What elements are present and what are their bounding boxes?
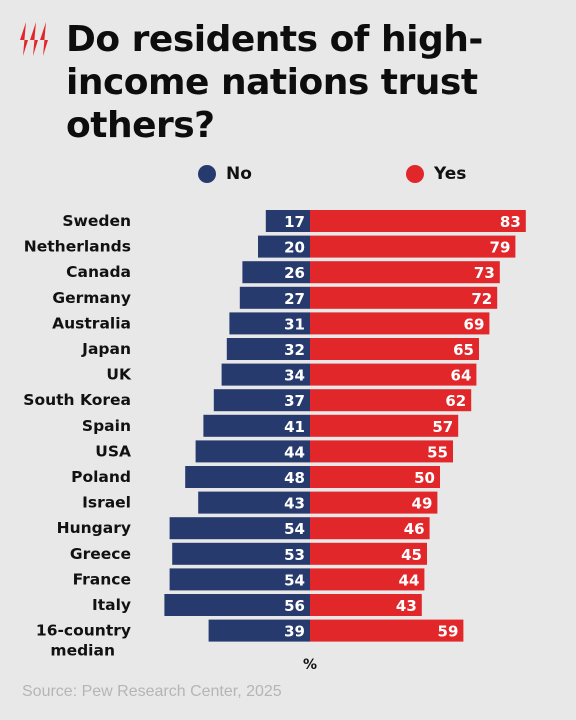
bar-yes	[310, 466, 440, 488]
value-label-no: 41	[284, 418, 305, 436]
category-label: Israel	[82, 494, 131, 512]
category-label: USA	[95, 442, 131, 460]
bar-yes	[310, 440, 453, 463]
value-label-yes: 79	[490, 239, 511, 257]
bar-no	[265, 210, 310, 232]
category-label: median	[50, 642, 115, 660]
value-label-yes: 59	[438, 623, 459, 641]
legend-yes-swatch	[406, 165, 424, 183]
bar-yes	[310, 619, 464, 642]
bar-no	[221, 363, 310, 386]
bar-yes	[310, 517, 430, 540]
category-label: South Korea	[23, 391, 131, 409]
value-label-yes: 64	[451, 367, 472, 385]
bar-yes	[310, 594, 422, 616]
category-label: Japan	[81, 340, 131, 358]
value-label-yes: 72	[471, 290, 492, 308]
bar-no	[198, 491, 310, 514]
category-label: Poland	[71, 468, 131, 486]
category-label: Hungary	[57, 519, 131, 537]
bar-no	[203, 414, 310, 437]
bar-yes	[310, 286, 498, 309]
value-label-no: 56	[284, 597, 305, 615]
category-label: 16-country	[36, 622, 131, 640]
bar-no	[226, 338, 310, 360]
bar-yes	[310, 491, 438, 514]
category-label: Canada	[66, 263, 131, 281]
value-label-yes: 69	[464, 315, 485, 333]
source-note: Source: Pew Research Center, 2025	[22, 683, 282, 700]
bar-no	[185, 466, 310, 488]
category-label: Greece	[70, 545, 131, 563]
legend-no: No	[198, 164, 252, 184]
value-label-no: 17	[284, 213, 305, 231]
value-label-no: 32	[284, 341, 305, 359]
category-label: Germany	[52, 289, 131, 307]
bar-yes	[310, 261, 500, 284]
value-label-no: 48	[284, 469, 305, 487]
category-label: Spain	[82, 417, 131, 435]
value-label-no: 53	[284, 546, 305, 564]
category-label: Italy	[92, 596, 131, 614]
bar-no	[229, 312, 310, 335]
value-label-yes: 43	[396, 597, 417, 615]
value-label-no: 31	[284, 315, 305, 333]
bar-no	[172, 542, 310, 565]
sbs-logo-icon	[20, 22, 48, 56]
bar-yes	[310, 235, 516, 258]
value-label-yes: 83	[500, 213, 521, 231]
chart-title: Do residents of high-income nations trus…	[66, 19, 483, 146]
bar-yes	[310, 210, 526, 232]
bar-yes	[310, 568, 425, 591]
category-label: France	[73, 570, 131, 588]
value-label-yes: 46	[404, 520, 425, 538]
legend-no-label: No	[226, 164, 252, 184]
value-label-no: 54	[284, 571, 305, 589]
value-label-yes: 55	[427, 443, 448, 461]
category-label: Sweden	[62, 212, 131, 230]
bar-yes	[310, 312, 490, 335]
x-axis-unit-label: %	[303, 657, 317, 673]
legend-no-swatch	[198, 165, 216, 183]
bar-no	[242, 261, 310, 284]
legend-yes: Yes	[406, 164, 466, 184]
bar-no	[195, 440, 310, 463]
value-label-yes: 57	[432, 418, 453, 436]
category-label: Australia	[52, 314, 131, 332]
bar-no	[208, 619, 310, 642]
value-label-no: 27	[284, 290, 305, 308]
bar-no	[213, 389, 310, 412]
bar-yes	[310, 542, 427, 565]
bar-no	[164, 594, 310, 616]
bar-yes	[310, 338, 479, 360]
value-label-no: 20	[284, 239, 305, 257]
value-label-no: 26	[284, 264, 305, 282]
bar-no	[258, 235, 310, 258]
value-label-yes: 62	[445, 392, 466, 410]
category-label: Netherlands	[24, 238, 131, 256]
value-label-yes: 49	[412, 495, 433, 513]
category-label: UK	[106, 366, 132, 384]
value-label-no: 54	[284, 520, 305, 538]
value-label-yes: 73	[474, 264, 495, 282]
legend-yes-label: Yes	[434, 164, 467, 184]
value-label-no: 34	[284, 367, 305, 385]
bar-no	[169, 517, 310, 540]
value-label-no: 43	[284, 495, 305, 513]
value-label-yes: 50	[414, 469, 435, 487]
bar-no	[239, 286, 310, 309]
value-label-yes: 44	[399, 571, 420, 589]
value-label-yes: 65	[453, 341, 474, 359]
bar-yes	[310, 363, 477, 386]
bar-no	[169, 568, 310, 591]
value-label-yes: 45	[401, 546, 422, 564]
value-label-no: 44	[284, 443, 305, 461]
bar-yes	[310, 389, 472, 412]
value-label-no: 39	[284, 623, 305, 641]
value-label-no: 37	[284, 392, 305, 410]
bar-yes	[310, 414, 459, 437]
